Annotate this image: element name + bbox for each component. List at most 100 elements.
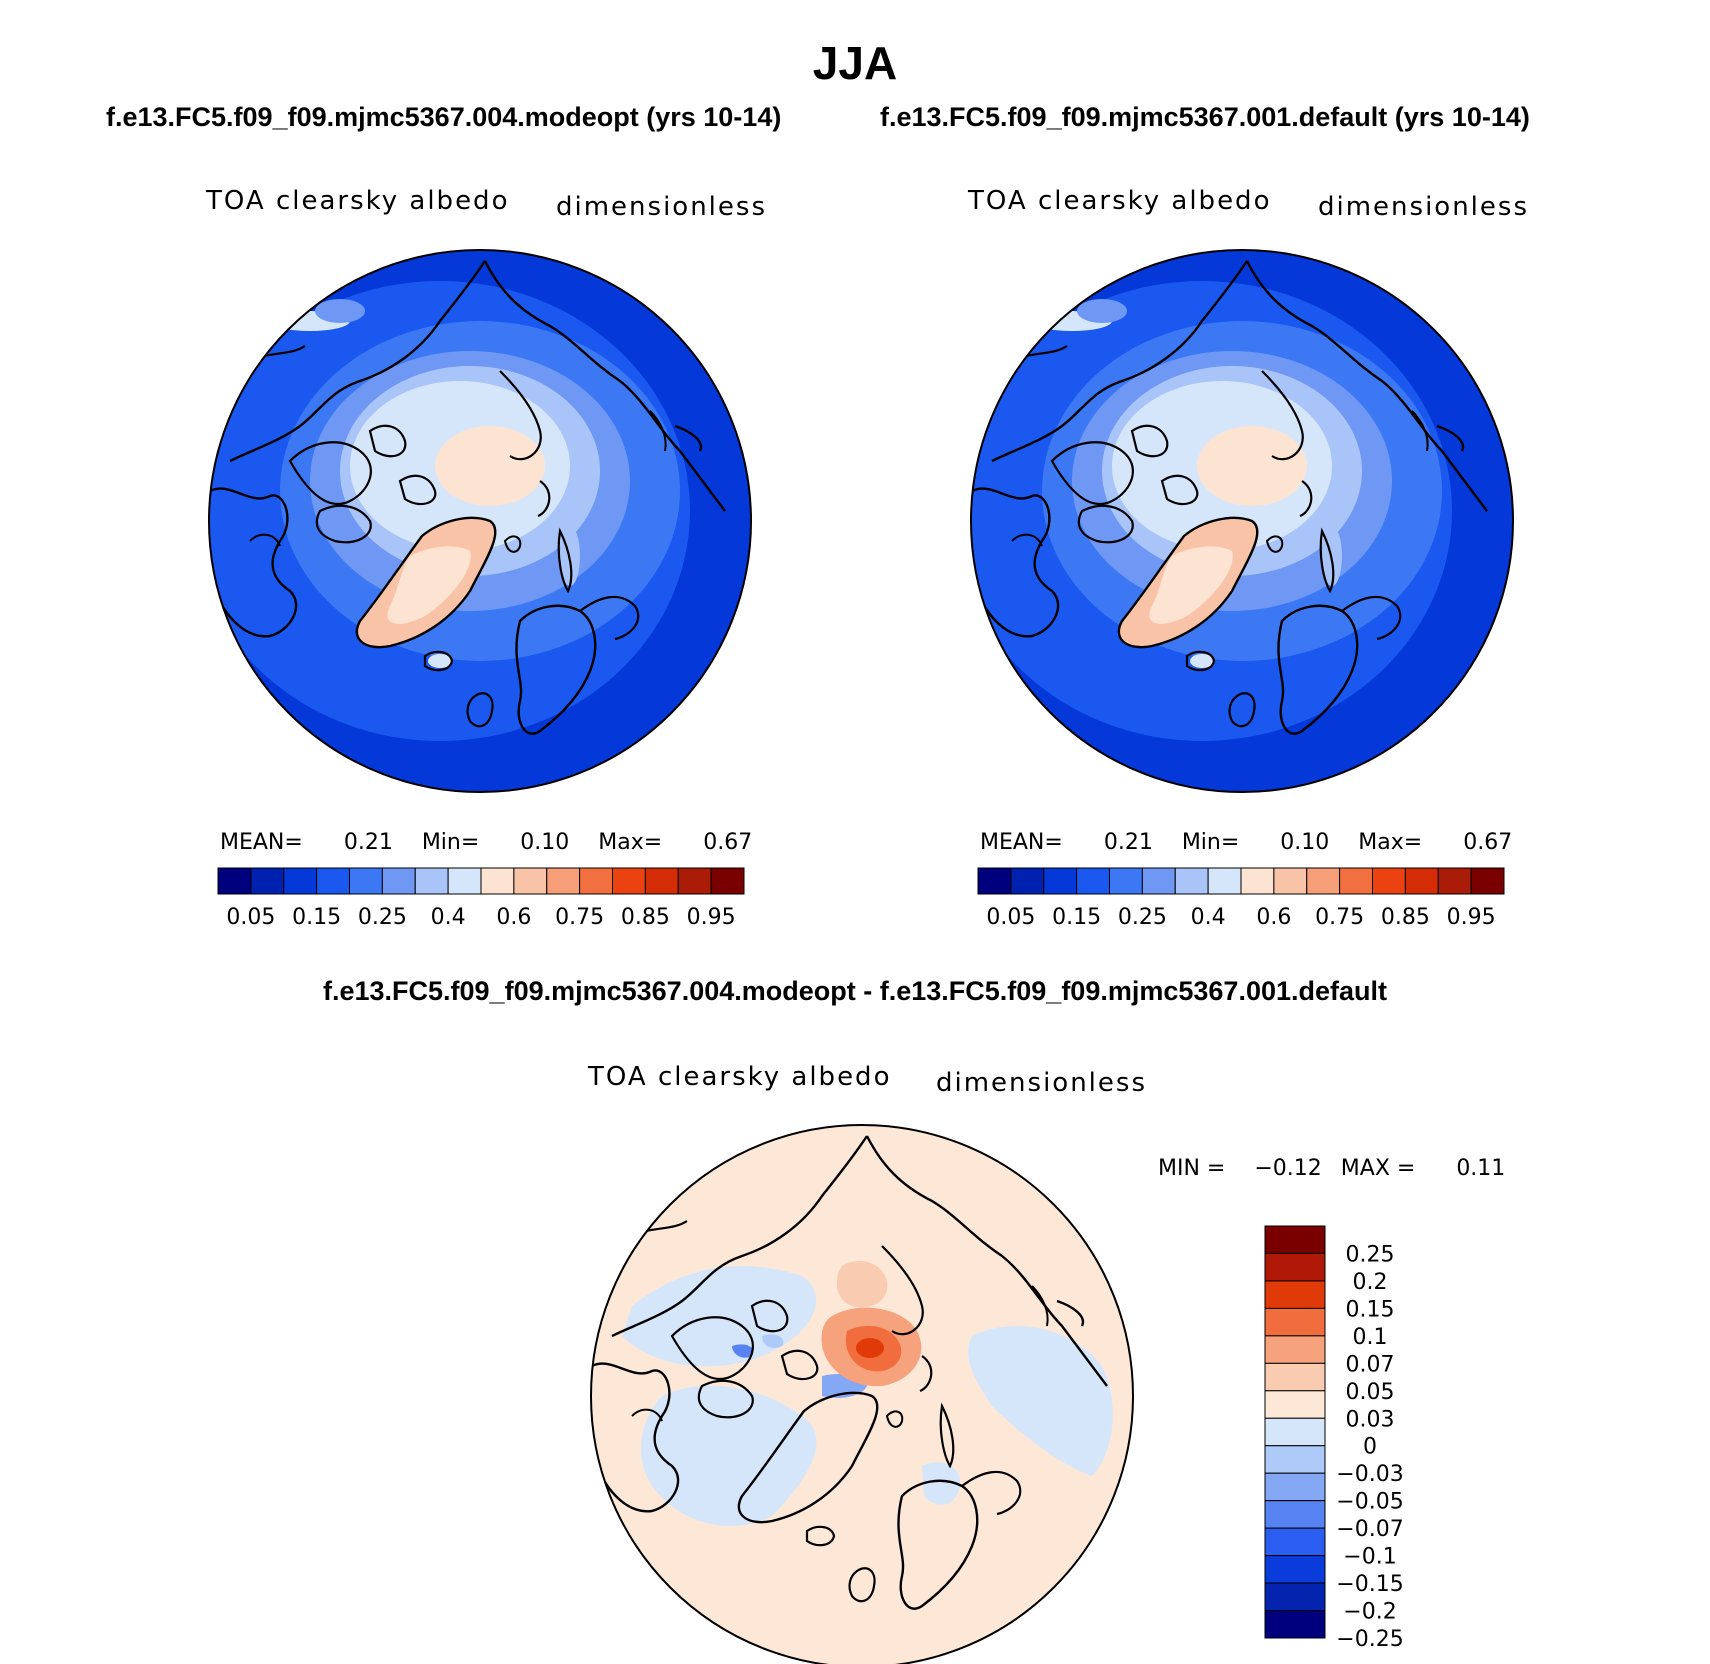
colorbar-tick-label: 0.15 [1346, 1297, 1395, 1322]
colorbar-swatch [1264, 1500, 1326, 1529]
diff-max-value: 0.11 [1456, 1156, 1506, 1181]
left-units-label: dimensionless [556, 192, 767, 222]
diff-min-label: MIN = [1158, 1156, 1226, 1181]
colorbar-tick-label: 0.95 [1447, 905, 1496, 930]
right-min-label: Min= [1181, 830, 1240, 855]
colorbar-swatch [1437, 867, 1472, 895]
colorbar-swatch [579, 867, 613, 895]
colorbar-swatch [316, 867, 350, 895]
colorbar-tick-label: 0.05 [986, 905, 1035, 930]
right-min-value: 0.10 [1280, 830, 1330, 855]
colorbar-tick-label: 0.85 [621, 905, 670, 930]
colorbar-swatch [1264, 1280, 1326, 1309]
colorbar-swatch [414, 867, 449, 895]
diff-min-value: −0.12 [1254, 1156, 1322, 1181]
colorbar-swatch [250, 867, 285, 895]
colorbar-swatch [1264, 1555, 1326, 1584]
colorbar-tick-label: −0.15 [1336, 1572, 1403, 1597]
colorbar-swatch [349, 867, 383, 895]
right-max-value: 0.67 [1463, 830, 1513, 855]
colorbar-tick-label: 0.15 [292, 905, 341, 930]
colorbar-swatch [1273, 867, 1308, 895]
colorbar-tick-label: −0.2 [1343, 1600, 1396, 1625]
left-variable-label: TOA clearsky albedo [206, 186, 510, 216]
colorbar-swatch [1470, 867, 1505, 895]
colorbar-swatch [480, 867, 515, 895]
colorbar-swatch [283, 867, 318, 895]
colorbar-swatch [447, 867, 482, 895]
colorbar-tick-label: 0.25 [1118, 905, 1167, 930]
colorbar-swatch [1264, 1335, 1326, 1364]
right-stats: MEAN= 0.21 Min= 0.10 Max= 0.67 [980, 830, 1512, 855]
colorbar-swatch [677, 867, 712, 895]
right-mean-value: 0.21 [1103, 830, 1153, 855]
colorbar-swatch [977, 867, 1012, 895]
colorbar-swatch [1264, 1417, 1326, 1447]
colorbar-tick-label: 0.03 [1346, 1407, 1395, 1432]
left-max-label: Max= [598, 830, 663, 855]
colorbar-tick-label: 0.4 [1191, 905, 1226, 930]
colorbar-tick-label: −0.25 [1336, 1627, 1403, 1652]
colorbar-swatch [1372, 867, 1406, 895]
colorbar-swatch [1264, 1225, 1326, 1254]
diff-max-label: MAX = [1340, 1156, 1416, 1181]
colorbar-tick-label: 0.75 [555, 905, 604, 930]
colorbar-tick-label: 0.4 [431, 905, 466, 930]
colorbar-swatch [1264, 1362, 1326, 1392]
left-colorbar: 0.05 0.15 0.25 0.4 0.6 0.75 0.85 0.95 [217, 867, 745, 930]
colorbar-tick-label: 0.6 [496, 905, 531, 930]
left-run-title: f.e13.FC5.f09_f09.mjmc5367.004.modeopt (… [106, 102, 782, 132]
diff-variable-label: TOA clearsky albedo [588, 1062, 892, 1092]
colorbar-tick-label: 0.15 [1052, 905, 1101, 930]
colorbar-tick-label: 0.2 [1353, 1270, 1388, 1295]
right-run-title: f.e13.FC5.f09_f09.mjmc5367.001.default (… [880, 102, 1530, 132]
right-mean-label: MEAN= [980, 830, 1063, 855]
colorbar-tick-label: −0.05 [1336, 1490, 1403, 1515]
colorbar-tick-label: 0.95 [687, 905, 736, 930]
colorbar-swatch [1109, 867, 1143, 895]
colorbar-tick-label: 0.25 [1346, 1242, 1395, 1267]
colorbar-tick-label: 0.07 [1346, 1352, 1395, 1377]
left-min-label: Min= [421, 830, 480, 855]
colorbar-swatch [644, 867, 679, 895]
colorbar-tick-label: 0.05 [1346, 1380, 1395, 1405]
right-max-label: Max= [1358, 830, 1423, 855]
colorbar-tick-label: 0.05 [226, 905, 275, 930]
colorbar-tick-label: −0.07 [1336, 1517, 1403, 1542]
difference-polar-map [590, 1124, 1134, 1664]
difference-colorbar: 0.250.20.150.10.070.050.030−0.03−0.05−0.… [1264, 1225, 1404, 1652]
colorbar-swatch [217, 867, 252, 895]
difference-title: f.e13.FC5.f09_f09.mjmc5367.004.modeopt -… [322, 976, 1387, 1006]
colorbar-swatch [1264, 1252, 1326, 1282]
colorbar-swatch [381, 867, 416, 895]
colorbar-swatch [1306, 867, 1341, 895]
colorbar-swatch [1264, 1472, 1326, 1502]
colorbar-swatch [1264, 1307, 1326, 1337]
colorbar-tick-label: 0 [1363, 1435, 1377, 1460]
left-mean-label: MEAN= [220, 830, 303, 855]
left-mean-value: 0.21 [343, 830, 393, 855]
left-max-value: 0.67 [703, 830, 753, 855]
colorbar-swatch [1207, 867, 1242, 895]
colorbar-swatch [1240, 867, 1275, 895]
colorbar-swatch [1264, 1445, 1326, 1474]
colorbar-tick-label: 0.85 [1381, 905, 1430, 930]
colorbar-swatch [710, 867, 745, 895]
colorbar-tick-label: −0.1 [1343, 1545, 1396, 1570]
right-polar-map [970, 249, 1514, 793]
colorbar-swatch [513, 867, 548, 895]
colorbar-swatch [1264, 1582, 1326, 1612]
diff-units-label: dimensionless [936, 1068, 1147, 1098]
colorbar-swatch [612, 867, 646, 895]
colorbar-swatch [1264, 1527, 1326, 1557]
colorbar-swatch [1339, 867, 1373, 895]
left-min-value: 0.10 [520, 830, 570, 855]
colorbar-swatch [1174, 867, 1209, 895]
colorbar-tick-label: 0.75 [1315, 905, 1364, 930]
colorbar-swatch [1043, 867, 1078, 895]
colorbar-tick-label: −0.03 [1336, 1462, 1403, 1487]
colorbar-tick-label: 0.25 [358, 905, 407, 930]
left-stats: MEAN= 0.21 Min= 0.10 Max= 0.67 [220, 830, 752, 855]
colorbar-swatch [1010, 867, 1045, 895]
colorbar-swatch [1264, 1390, 1326, 1419]
